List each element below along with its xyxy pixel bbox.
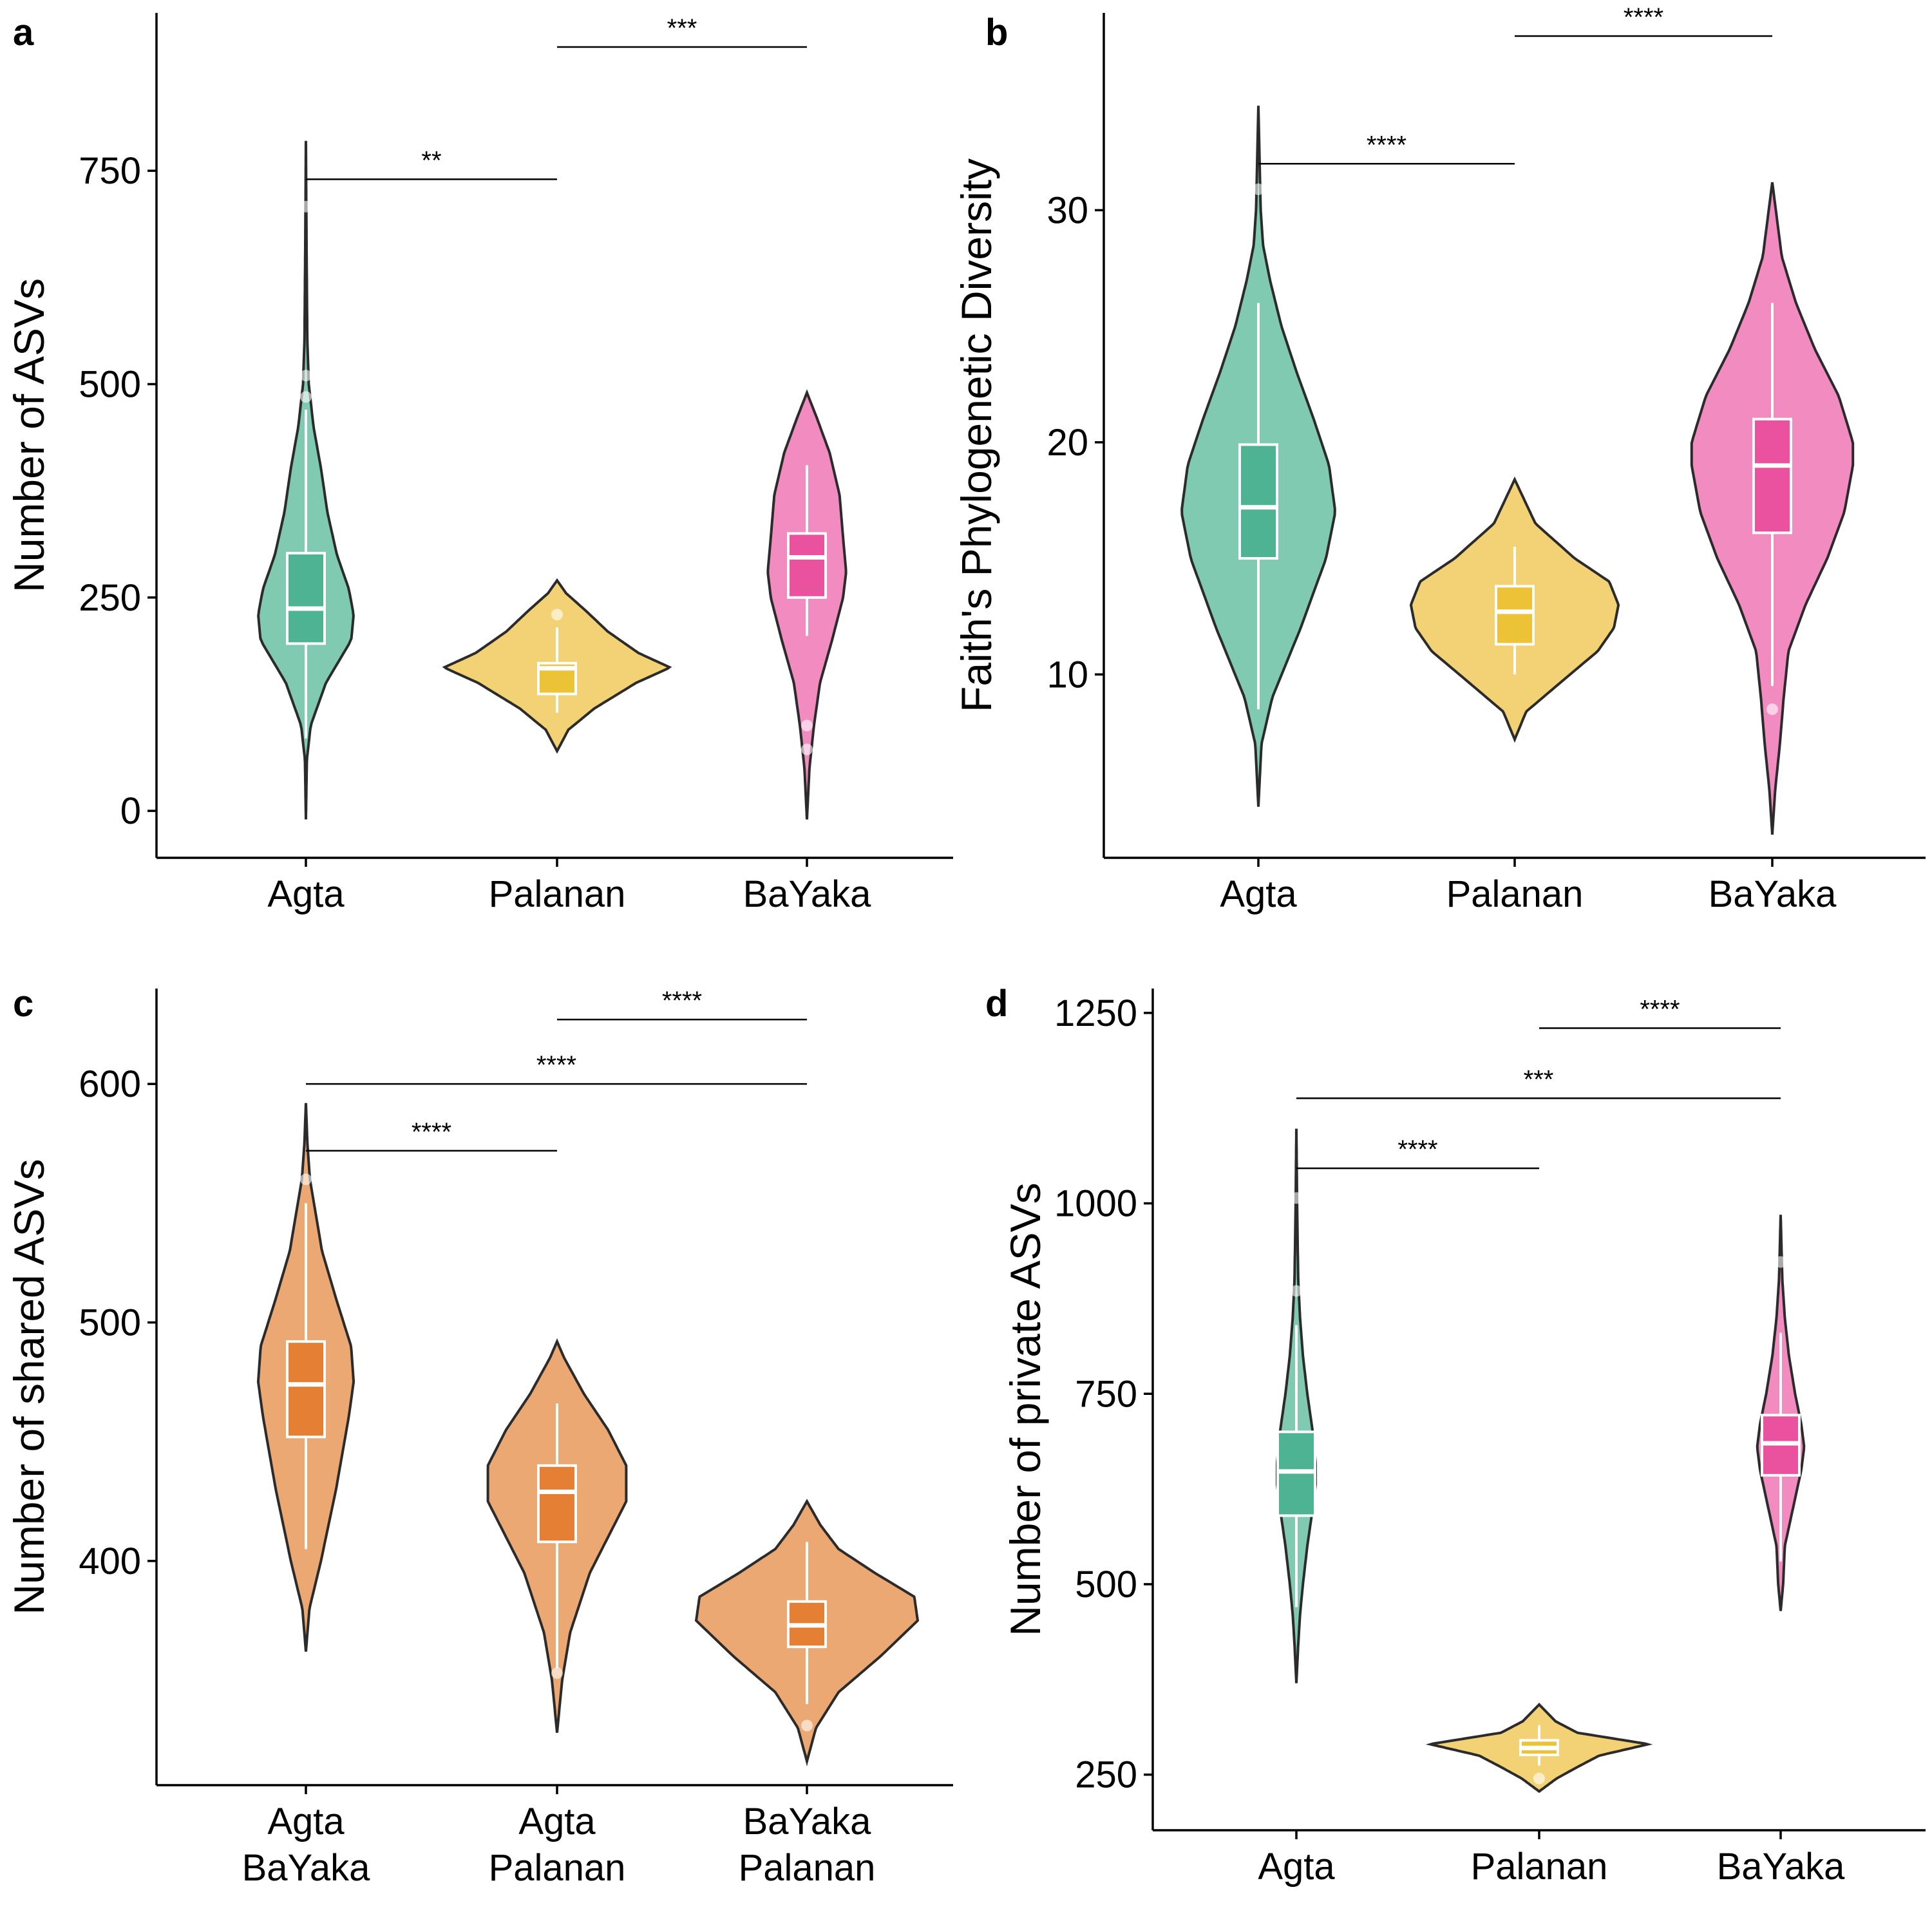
- x-tick-label: Agta: [267, 1801, 345, 1842]
- x-tick-label: Palanan: [489, 1847, 626, 1889]
- panel-d: d 250 500 750 1000 1250 Agta Palanan BaYaka Numbe…: [985, 983, 1926, 1888]
- outlier-point: [801, 1719, 813, 1732]
- significance-label: ****: [1397, 1135, 1437, 1164]
- x-tick-label: Palanan: [1446, 873, 1584, 915]
- box-iqr: [286, 551, 326, 645]
- significance-label: ****: [662, 987, 702, 1015]
- panel-a: a 0 250 500 750 Agta Palanan BaYaka Number of AS…: [5, 12, 953, 915]
- y-tick-label: 1000: [1054, 1183, 1137, 1225]
- y-axis-title: Number of ASVs: [5, 278, 53, 592]
- outlier-point: [551, 1667, 563, 1679]
- panel-letter: d: [985, 983, 1008, 1025]
- box-iqr: [1276, 1430, 1316, 1517]
- significance-label: ****: [536, 1051, 576, 1079]
- x-tick-label: Agta: [518, 1801, 596, 1842]
- significance-label: ****: [1640, 996, 1680, 1024]
- x-tick-label: Palanan: [739, 1847, 876, 1889]
- box-iqr: [537, 1464, 577, 1544]
- panel-letter: b: [985, 12, 1008, 53]
- outlier-point: [1766, 703, 1778, 715]
- x-tick-label: BaYaka: [1717, 1846, 1846, 1888]
- x-tick-label: Agta: [267, 873, 345, 915]
- significance-label: ****: [412, 1118, 451, 1146]
- x-tick-label: Agta: [1220, 873, 1297, 915]
- y-tick-label: 30: [1046, 189, 1088, 231]
- panel-c: c 400 500 600 Agta BaYaka Agta Palanan BaYaka Pal…: [5, 983, 953, 1889]
- x-tick-label: Agta: [1258, 1846, 1335, 1888]
- outlier-point: [1291, 1285, 1302, 1297]
- significance-label: ***: [667, 14, 697, 43]
- outlier-point: [300, 391, 312, 403]
- outlier-point: [1533, 1772, 1545, 1785]
- significance-label: ***: [1524, 1065, 1554, 1094]
- outlier-point: [300, 1173, 312, 1186]
- box-iqr: [286, 1340, 326, 1439]
- x-tick-label: Palanan: [1471, 1846, 1608, 1888]
- outlier-point: [801, 719, 813, 732]
- y-tick-label: 0: [120, 790, 141, 832]
- panel-letter: a: [13, 12, 34, 53]
- y-tick-label: 750: [79, 150, 141, 192]
- y-tick-label: 1250: [1054, 992, 1137, 1034]
- x-tick-label: BaYaka: [743, 1801, 872, 1842]
- y-tick-label: 500: [79, 1302, 141, 1344]
- y-tick-label: 400: [79, 1540, 141, 1582]
- box-iqr: [787, 532, 827, 599]
- y-tick-label: 500: [79, 363, 141, 405]
- box-iqr: [1238, 443, 1278, 560]
- y-tick-label: 600: [79, 1063, 141, 1105]
- outlier-point: [1775, 1256, 1786, 1268]
- significance-label: ****: [1624, 3, 1663, 32]
- outlier-point: [300, 200, 312, 213]
- y-axis-title: Number of shared ASVs: [5, 1159, 53, 1615]
- box-iqr: [1752, 417, 1792, 535]
- x-tick-label: BaYaka: [242, 1847, 371, 1889]
- y-tick-label: 250: [1075, 1754, 1137, 1796]
- panel-b: b 10 20 30 Agta Palanan BaYaka Faith's Phylogen…: [952, 3, 1926, 915]
- x-tick-label: Palanan: [489, 873, 626, 915]
- significance-label: **: [421, 146, 441, 175]
- y-tick-label: 10: [1046, 654, 1088, 696]
- outlier-point: [1253, 183, 1264, 195]
- box-iqr: [1495, 585, 1535, 646]
- outlier-point: [551, 609, 563, 621]
- y-axis-title: Number of private ASVs: [1001, 1182, 1049, 1636]
- outlier-point: [300, 370, 312, 382]
- y-tick-label: 250: [79, 577, 141, 619]
- y-tick-label: 500: [1075, 1564, 1137, 1605]
- outlier-point: [801, 743, 813, 755]
- y-tick-label: 750: [1075, 1373, 1137, 1415]
- panel-letter: c: [13, 983, 33, 1025]
- significance-label: ****: [1367, 131, 1406, 159]
- y-axis-title: Faith's Phylogenetic Diversity: [952, 158, 1000, 712]
- x-tick-label: BaYaka: [1709, 873, 1837, 915]
- outlier-point: [1291, 1192, 1302, 1204]
- y-tick-label: 20: [1046, 422, 1088, 464]
- x-tick-label: BaYaka: [743, 873, 872, 915]
